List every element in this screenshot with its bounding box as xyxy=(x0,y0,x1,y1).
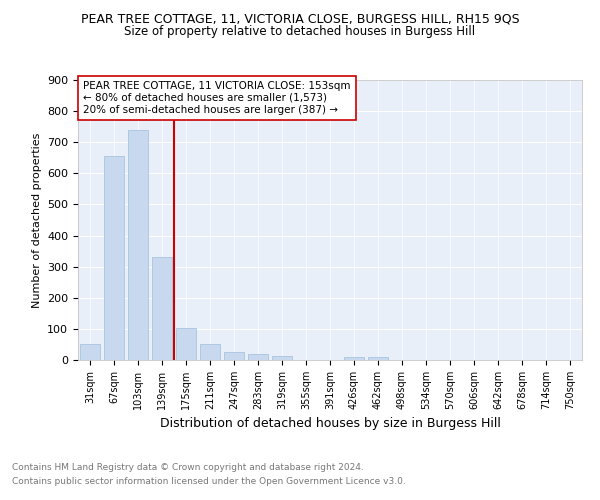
Text: PEAR TREE COTTAGE, 11, VICTORIA CLOSE, BURGESS HILL, RH15 9QS: PEAR TREE COTTAGE, 11, VICTORIA CLOSE, B… xyxy=(80,12,520,26)
Text: PEAR TREE COTTAGE, 11 VICTORIA CLOSE: 153sqm
← 80% of detached houses are smalle: PEAR TREE COTTAGE, 11 VICTORIA CLOSE: 15… xyxy=(83,82,350,114)
Bar xyxy=(128,130,148,360)
Text: Contains HM Land Registry data © Crown copyright and database right 2024.: Contains HM Land Registry data © Crown c… xyxy=(12,462,364,471)
Text: Contains public sector information licensed under the Open Government Licence v3: Contains public sector information licen… xyxy=(12,478,406,486)
Bar xyxy=(152,258,172,360)
X-axis label: Distribution of detached houses by size in Burgess Hill: Distribution of detached houses by size … xyxy=(160,418,500,430)
Bar xyxy=(104,156,124,360)
Y-axis label: Number of detached properties: Number of detached properties xyxy=(32,132,41,308)
Bar xyxy=(368,357,388,360)
Bar xyxy=(248,354,268,360)
Bar xyxy=(80,344,100,360)
Bar xyxy=(200,344,220,360)
Bar xyxy=(224,352,244,360)
Text: Size of property relative to detached houses in Burgess Hill: Size of property relative to detached ho… xyxy=(124,25,476,38)
Bar xyxy=(344,357,364,360)
Bar xyxy=(176,328,196,360)
Bar xyxy=(272,356,292,360)
